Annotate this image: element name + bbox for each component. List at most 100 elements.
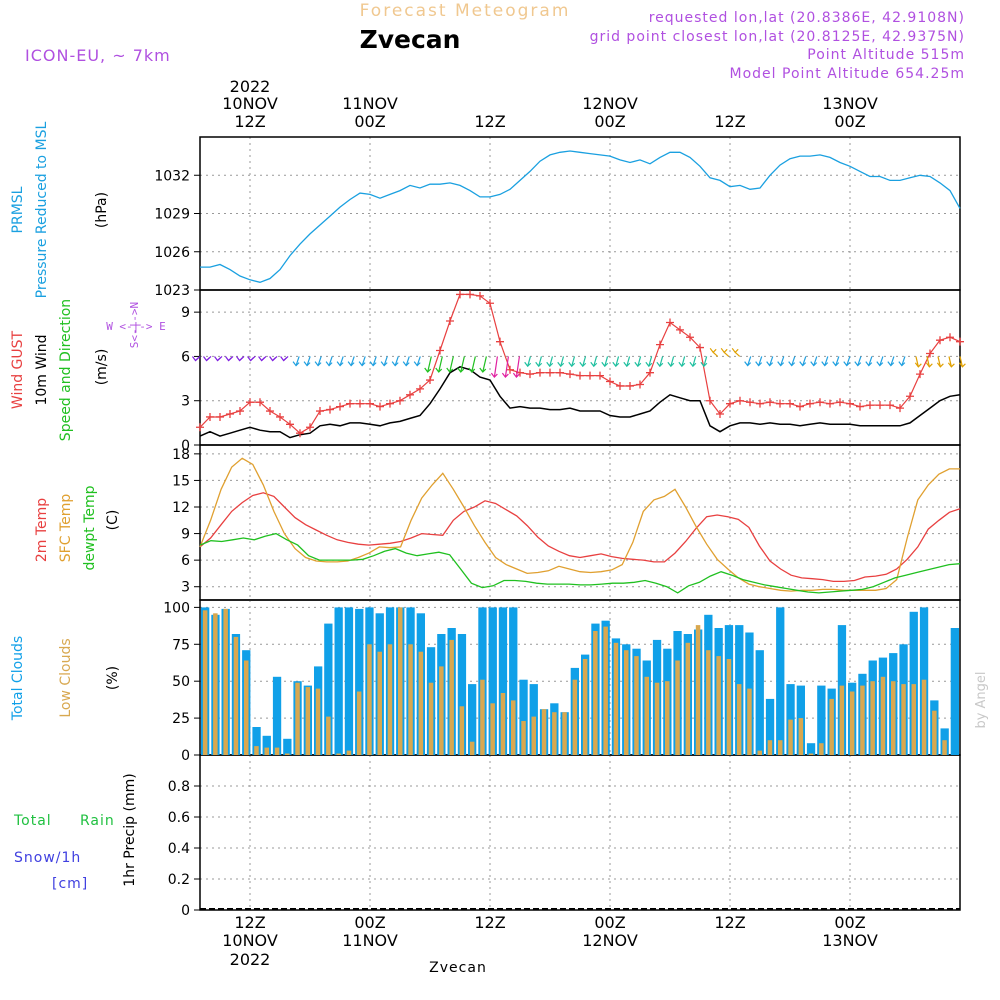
wind-direction-arrow xyxy=(692,356,697,367)
gust-marker xyxy=(366,399,374,408)
gust-marker xyxy=(906,392,914,401)
gust-marker xyxy=(596,371,604,380)
wind-direction-arrow xyxy=(394,356,399,366)
low-cloud-bar xyxy=(665,681,670,755)
wind-arrow-head xyxy=(799,361,807,367)
gust-marker xyxy=(666,318,674,327)
gust-marker xyxy=(326,405,334,414)
low-cloud-bar xyxy=(254,746,259,755)
low-cloud-bar xyxy=(644,676,649,755)
wind-arrow-head xyxy=(568,361,576,368)
gridpoint-coords: grid point closest lon,lat (20.8125E, 42… xyxy=(590,29,965,45)
low-cloud-bar xyxy=(695,625,701,755)
wind-arrow-head xyxy=(777,361,785,367)
wind-arrow-head xyxy=(612,361,620,368)
low-cloud-bar xyxy=(757,750,762,755)
total-cloud-bar xyxy=(519,679,528,755)
wind-arrow-head xyxy=(269,356,277,362)
gust-marker xyxy=(806,399,814,408)
low-cloud-bar xyxy=(706,650,711,755)
gust-marker xyxy=(796,402,804,411)
gust-marker xyxy=(856,402,864,411)
low-cloud-bar xyxy=(829,698,834,755)
gust-marker xyxy=(576,371,584,380)
gust-marker xyxy=(616,381,624,390)
point-altitude: Point Altitude 515m xyxy=(807,47,965,63)
gust-marker xyxy=(866,401,874,410)
wind-arrow-head xyxy=(413,361,421,367)
total-cloud-bar xyxy=(909,611,918,755)
gust-marker xyxy=(536,368,544,377)
gust-marker xyxy=(546,368,554,377)
low-cloud-bar xyxy=(295,682,300,755)
panel-frame xyxy=(199,754,961,911)
wind-arrow-head xyxy=(744,361,752,367)
low-cloud-bar xyxy=(377,651,382,755)
wind-arrow-head xyxy=(936,362,944,368)
wind-direction-arrow xyxy=(879,356,884,366)
total-cloud-bar xyxy=(509,607,518,755)
y-tick-label: 75 xyxy=(172,637,190,653)
wind-arrow-head xyxy=(490,372,498,379)
y-tick-label: 1032 xyxy=(154,168,190,184)
gust-marker xyxy=(936,336,944,345)
low-cloud-bar xyxy=(572,679,578,755)
wind-direction-arrow xyxy=(560,356,565,367)
gust-marker xyxy=(316,407,324,416)
t2m-line xyxy=(199,492,961,583)
wind-arrow-head xyxy=(424,367,432,373)
gust-marker xyxy=(696,343,704,352)
gust-marker xyxy=(296,429,304,438)
wind-speed-line xyxy=(199,365,961,439)
wind-direction-arrow xyxy=(926,356,930,367)
wind-arrow-head xyxy=(667,361,675,368)
compass-sn: S<-|->N xyxy=(128,302,141,348)
y-tick-label: 3 xyxy=(181,394,190,410)
wind-arrow-head xyxy=(689,361,697,368)
clouds-unit: (%) xyxy=(105,666,121,690)
wind-direction-arrow xyxy=(350,356,355,366)
low-cloud-bar xyxy=(911,684,916,755)
gust-marker xyxy=(716,410,724,418)
wind-direction-arrow xyxy=(769,356,774,366)
total-cloud-bar xyxy=(498,607,508,755)
wind-arrow-head xyxy=(590,361,598,368)
top-date-year: 2022 xyxy=(230,77,271,96)
wind-arrow-head xyxy=(788,361,796,367)
wind-arrow-head xyxy=(678,361,686,368)
wind-direction-arrow xyxy=(659,356,664,367)
low-cloud-bar xyxy=(500,693,506,755)
total-cloud-bar xyxy=(806,743,816,755)
snow-label: Snow/1h xyxy=(14,850,81,866)
gust-marker xyxy=(956,337,964,346)
wind-direction-arrow xyxy=(383,356,388,366)
wind-direction-arrow xyxy=(835,356,840,366)
wind-arrow-head xyxy=(358,361,366,367)
compass-we: W <-|-> E xyxy=(106,320,166,333)
total-cloud-bar xyxy=(252,727,261,755)
gust-marker xyxy=(636,380,644,389)
low-cloud-bar xyxy=(326,716,331,755)
low-cloud-bar xyxy=(521,721,526,755)
top-date-hour: 00Z xyxy=(834,112,865,131)
wind-arrow-head xyxy=(887,361,895,367)
low-cloud-bar xyxy=(285,753,290,755)
wind-arrow-head xyxy=(898,361,906,367)
gust-marker xyxy=(816,398,824,407)
bottom-date-hour: 00Z xyxy=(834,913,865,932)
low-cloud-bar xyxy=(880,676,886,755)
wind-direction-arrow xyxy=(405,356,410,366)
gust-marker xyxy=(236,407,244,416)
gust-marker xyxy=(736,396,744,405)
wind-direction-arrow xyxy=(723,351,730,357)
dew-label: dewpt Temp xyxy=(82,485,98,570)
bottom-date-hour: 12Z xyxy=(714,913,745,932)
gust-marker xyxy=(926,349,934,358)
wind-unit: (m/s) xyxy=(94,349,110,386)
wind-arrow-head xyxy=(821,361,829,367)
gust-marker xyxy=(896,404,904,413)
wind-arrow-head xyxy=(700,361,708,368)
low-cloud-bar xyxy=(398,607,403,755)
wind-direction-arrow xyxy=(471,356,476,373)
gust-marker xyxy=(686,333,694,342)
